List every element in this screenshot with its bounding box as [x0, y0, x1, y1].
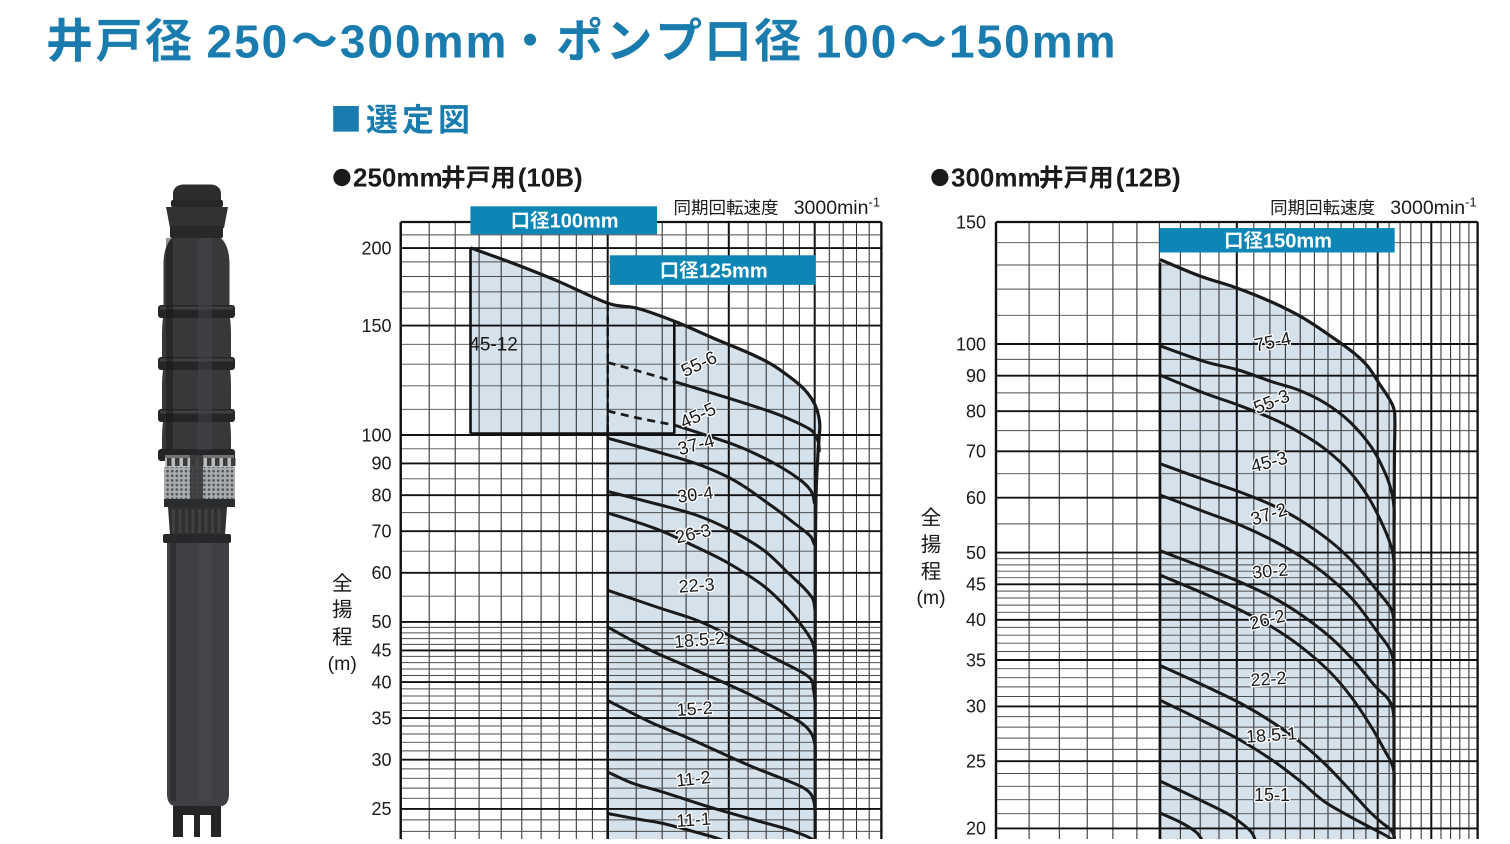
- svg-text:(m): (m): [328, 653, 357, 675]
- svg-text:40: 40: [371, 672, 391, 692]
- svg-text:3000min: 3000min: [794, 197, 869, 219]
- svg-text:35: 35: [371, 708, 391, 728]
- svg-text:15-2: 15-2: [676, 698, 713, 720]
- svg-text:11-2: 11-2: [675, 767, 712, 791]
- svg-text:100mm: 100mm: [550, 211, 619, 233]
- svg-text:-1: -1: [869, 195, 881, 210]
- svg-text:150: 150: [956, 212, 986, 232]
- svg-text:70: 70: [966, 442, 986, 462]
- svg-text:18.5-1: 18.5-1: [1245, 723, 1297, 747]
- svg-text:200: 200: [361, 238, 391, 258]
- svg-text:60: 60: [966, 488, 986, 508]
- svg-text:(10B): (10B): [518, 163, 583, 193]
- svg-text:30: 30: [371, 750, 391, 770]
- svg-text:25: 25: [371, 799, 391, 819]
- svg-text:30-2: 30-2: [1251, 559, 1289, 582]
- svg-text:30: 30: [966, 697, 986, 717]
- svg-text:70: 70: [371, 522, 391, 542]
- svg-text:250: 250: [207, 16, 290, 68]
- svg-text:22-3: 22-3: [678, 574, 715, 596]
- svg-text:45: 45: [966, 575, 986, 595]
- svg-text:90: 90: [371, 454, 391, 474]
- svg-text:35: 35: [966, 650, 986, 670]
- svg-text:80: 80: [371, 486, 391, 506]
- svg-text:300mm: 300mm: [340, 16, 509, 68]
- svg-text:50: 50: [966, 543, 986, 563]
- svg-text:45: 45: [371, 641, 391, 661]
- svg-text:45-12: 45-12: [469, 335, 518, 356]
- svg-text:25: 25: [966, 752, 986, 772]
- svg-text:150: 150: [361, 316, 391, 336]
- svg-text:22-2: 22-2: [1250, 668, 1287, 690]
- svg-text:80: 80: [966, 402, 986, 422]
- svg-text:11-1: 11-1: [676, 809, 712, 831]
- svg-text:(12B): (12B): [1116, 163, 1181, 193]
- svg-text:100: 100: [816, 16, 899, 68]
- svg-text:60: 60: [371, 563, 391, 583]
- svg-text:-1: -1: [1465, 195, 1477, 210]
- svg-text:125mm: 125mm: [699, 260, 768, 282]
- svg-text:90: 90: [966, 366, 986, 386]
- svg-text:150mm: 150mm: [1263, 230, 1332, 252]
- svg-text:15-1: 15-1: [1254, 785, 1290, 805]
- svg-text:250mm: 250mm: [353, 163, 443, 193]
- svg-text:50: 50: [371, 612, 391, 632]
- svg-text:100: 100: [956, 334, 986, 354]
- svg-text:40: 40: [966, 610, 986, 630]
- svg-text:20: 20: [966, 819, 986, 839]
- svg-text:3000min: 3000min: [1390, 197, 1465, 219]
- svg-text:150mm: 150mm: [949, 16, 1118, 68]
- svg-text:(m): (m): [916, 587, 945, 609]
- svg-text:100: 100: [361, 425, 391, 445]
- svg-text:300mm: 300mm: [951, 163, 1041, 193]
